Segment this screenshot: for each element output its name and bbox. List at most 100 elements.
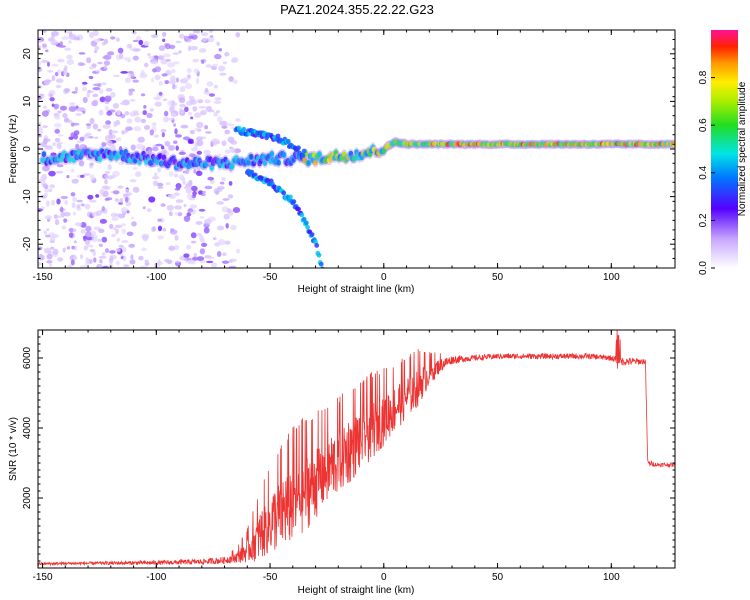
spectrogram-cell	[79, 144, 86, 150]
spectrogram-cell	[162, 31, 167, 37]
spectrogram-cell	[42, 125, 48, 128]
spectrogram-cell	[47, 70, 54, 73]
spectrogram-cell	[104, 135, 111, 142]
spectrogram-cell	[161, 132, 165, 138]
spectrogram-cell	[71, 122, 80, 126]
spectrogram-cell	[119, 53, 124, 60]
spectrogram-cell	[202, 190, 207, 194]
spectrogram-cell	[94, 136, 99, 139]
spectrogram-cell	[101, 142, 107, 147]
spectrogram-cell	[194, 127, 200, 131]
spectrogram-cell	[216, 201, 224, 205]
spectrogram-cell	[276, 159, 281, 166]
spectrogram-cell	[98, 109, 104, 116]
spectrogram-cell	[133, 125, 142, 132]
spectrogram-cell	[115, 137, 122, 142]
spectrogram-cell	[135, 143, 144, 150]
spectrogram-cell	[157, 186, 164, 189]
spectrogram-cell	[169, 106, 175, 113]
spectrogram-cell	[68, 232, 74, 239]
spectrogram-cell	[175, 134, 182, 138]
spectrogram-cell	[105, 120, 111, 125]
spectrogram-cell	[185, 169, 190, 175]
spectrogram-cell	[115, 228, 119, 235]
spectrogram-cell	[125, 126, 133, 130]
spectrogram-cell	[123, 264, 130, 268]
spectrogram-cell	[152, 180, 159, 187]
y-tick-label: 6000	[22, 346, 33, 369]
spectrogram-cell	[109, 250, 116, 254]
spectrogram-cell	[134, 171, 142, 178]
spectrogram-cell	[49, 263, 53, 268]
spectrogram-cell	[106, 110, 113, 116]
spectrogram-cell	[50, 199, 56, 206]
spectrogram-cell	[66, 175, 70, 179]
spectrogram-cell	[201, 59, 205, 64]
spectrogram-cell	[76, 199, 83, 203]
spectrogram-cell	[104, 174, 109, 179]
spectrogram-cell	[177, 212, 183, 217]
y-tick-label: 4000	[22, 416, 33, 439]
spectrogram-cell	[40, 175, 48, 181]
spectrogram-cell	[218, 48, 222, 52]
spectrogram-cell	[154, 101, 162, 107]
spectrogram-cell	[187, 45, 192, 52]
spectrogram-cell	[83, 245, 89, 251]
spectrogram-cell	[137, 136, 145, 143]
spectrogram-cell	[107, 164, 112, 171]
spectrogram-cell	[110, 91, 116, 98]
spectrogram-cell	[204, 99, 211, 104]
spectrogram-cell	[204, 185, 213, 190]
spectrogram-cell	[97, 128, 102, 132]
spectrogram-cell	[103, 60, 111, 66]
spectrogram-cell	[199, 235, 205, 242]
spectrogram-cell	[217, 153, 222, 157]
spectrogram-cell	[171, 100, 176, 107]
spectrogram-cell	[196, 150, 202, 155]
spectrogram-cell	[258, 158, 264, 164]
spectrogram-cell	[98, 264, 102, 268]
spectrogram-cell	[112, 103, 119, 109]
spectrogram-cell	[186, 244, 192, 250]
spectrogram-cell	[173, 173, 179, 178]
spectrogram-cell	[306, 160, 311, 166]
colorbar-tick-label: 0.2	[698, 213, 709, 227]
spectrogram-cell	[38, 45, 42, 49]
x-tick-label: 0	[381, 572, 387, 583]
spectrogram-cell	[126, 210, 130, 214]
spectrogram-cell	[49, 184, 55, 189]
spectrogram-cell	[164, 43, 171, 50]
spectrogram-cell	[45, 200, 50, 207]
spectrogram-cell	[175, 183, 182, 189]
spectrogram-cell	[54, 128, 60, 134]
spectrogram-cell	[132, 79, 139, 83]
spectrogram-cell	[80, 203, 85, 207]
spectrogram-cell	[167, 117, 174, 121]
spectrogram-cell	[178, 50, 182, 54]
spectrogram-cell	[55, 84, 62, 89]
x-tick-label: -150	[33, 572, 53, 583]
spectrogram-cell	[132, 39, 139, 43]
spectrogram-cell	[235, 32, 240, 38]
spectrogram-cell	[231, 57, 239, 63]
spectrogram-cell	[178, 97, 186, 104]
spectrogram-cell	[56, 143, 62, 150]
spectrogram-cell	[208, 30, 214, 33]
spectrogram-cell	[101, 185, 110, 190]
spectrogram-cell	[203, 149, 211, 155]
x-tick-label: -50	[263, 272, 278, 283]
spectrogram-cell	[45, 79, 52, 83]
spectrogram-cell	[119, 253, 125, 256]
spectrogram-cell	[47, 61, 50, 67]
spectrogram-cell	[51, 75, 56, 82]
spectrogram-cell	[89, 174, 95, 181]
spectrogram-cell	[198, 208, 206, 212]
spectrogram-cell	[77, 62, 84, 67]
spectrogram-cell	[168, 171, 174, 177]
spectrogram-cell	[62, 247, 66, 253]
spectrogram-cell	[199, 215, 205, 219]
spectrogram-cell	[196, 256, 205, 261]
spectrogram-cell	[154, 74, 161, 81]
spectrogram-cell	[143, 104, 147, 109]
spectrogram-cell	[179, 86, 186, 93]
